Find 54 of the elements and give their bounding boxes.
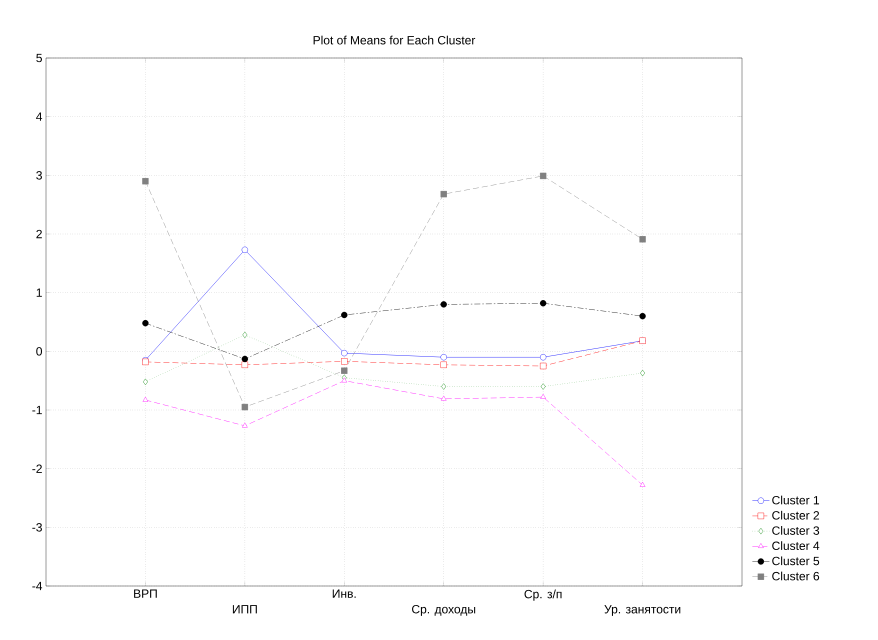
legend-label: Cluster 4	[772, 541, 820, 550]
point	[242, 246, 248, 254]
y-tick-label: 1	[36, 288, 42, 297]
point	[142, 178, 149, 184]
y-tick-label: 5	[36, 54, 42, 62]
x-tick-label: Инв.	[332, 590, 356, 598]
legend-label: Cluster 2	[772, 510, 820, 520]
point	[142, 320, 149, 326]
y-tick-label: -4	[32, 582, 42, 590]
y-tick-label: -3	[32, 523, 42, 532]
point	[341, 358, 348, 365]
point	[440, 354, 447, 360]
legend-label: Cluster 5	[772, 556, 820, 566]
point	[242, 356, 248, 362]
point	[341, 367, 348, 374]
point	[142, 396, 148, 402]
point	[540, 354, 546, 360]
point	[242, 422, 248, 428]
point	[639, 236, 646, 242]
chart-title: Plot of Means for Each Cluster	[314, 36, 476, 44]
point	[242, 332, 248, 338]
x-tick-label: Ур. занятости	[604, 605, 680, 616]
y-tick-label: 4	[36, 112, 42, 121]
point	[540, 172, 546, 180]
point	[640, 482, 646, 487]
y-tick-label: -2	[32, 464, 42, 473]
y-tick-label: -1	[32, 406, 42, 414]
point	[341, 312, 348, 318]
point	[142, 378, 148, 386]
x-tick-label: Ср. з/п	[524, 590, 562, 601]
point	[639, 312, 646, 320]
point	[242, 362, 248, 368]
y-tick-label: 2	[36, 230, 42, 238]
y-tick-label: 3	[36, 171, 42, 180]
point	[242, 404, 248, 410]
point	[640, 370, 646, 376]
legend-label: Cluster 3	[772, 526, 820, 535]
x-tick-label: Ср. доходы	[412, 604, 476, 616]
legend-label: Cluster 6	[772, 572, 820, 580]
point	[440, 190, 447, 198]
point	[440, 396, 447, 401]
y-tick-label: 0	[36, 347, 42, 356]
point	[441, 383, 446, 390]
point	[540, 394, 546, 399]
point	[540, 383, 546, 390]
x-tick-label: ВРП	[134, 590, 157, 598]
point	[341, 377, 348, 382]
point	[341, 350, 348, 356]
point	[540, 300, 546, 306]
x-tick-label: ИПП	[232, 605, 257, 614]
point	[540, 362, 546, 370]
legend-label: Cluster 1	[772, 496, 820, 504]
point	[440, 301, 447, 308]
point	[440, 362, 447, 368]
